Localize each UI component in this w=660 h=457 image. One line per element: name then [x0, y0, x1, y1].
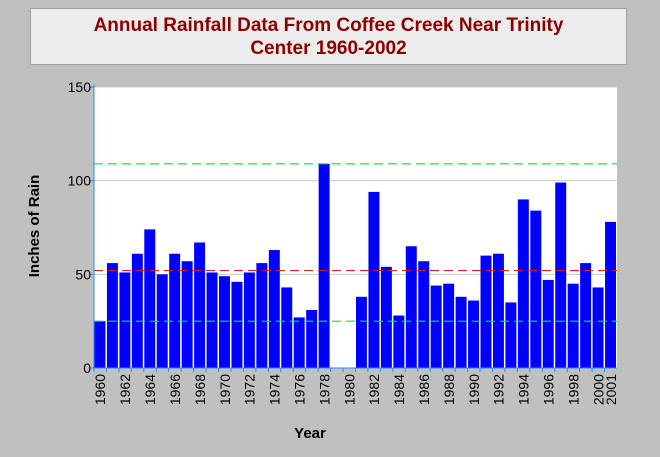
y-tick-label: 150 — [68, 79, 92, 95]
x-tick-label: 1968 — [192, 374, 208, 405]
bar-1992 — [492, 253, 504, 368]
bar-1962 — [119, 272, 131, 368]
bar-1976 — [293, 317, 305, 368]
bar-1967 — [181, 261, 193, 368]
reference-lines — [94, 163, 617, 322]
bar-1986 — [418, 261, 430, 368]
bar-1994 — [517, 199, 529, 368]
x-tick-label: 1994 — [516, 374, 532, 405]
bar-1972 — [243, 272, 255, 368]
bar-1966 — [169, 253, 181, 368]
bar-1998 — [567, 283, 579, 368]
bar-1963 — [131, 253, 143, 368]
bar-1988 — [443, 283, 455, 368]
y-tick-labels: 0 50 100 150 — [68, 79, 92, 376]
chart-title-box: Annual Rainfall Data From Coffee Creek N… — [30, 8, 627, 65]
grid-lines — [94, 86, 617, 275]
x-tick-label: 1996 — [541, 374, 557, 405]
bar-1997 — [555, 182, 567, 368]
x-tick-label: 1978 — [316, 374, 332, 405]
bar-1978 — [318, 163, 330, 368]
bar-2000 — [592, 287, 604, 368]
bar-1995 — [530, 210, 542, 368]
x-tick-label: 1984 — [391, 374, 407, 405]
bar-1965 — [156, 274, 168, 368]
x-tick-label: 1992 — [491, 374, 507, 405]
bar-1970 — [219, 276, 230, 368]
bar-1975 — [281, 287, 293, 368]
bar-1974 — [268, 249, 280, 368]
bar-1991 — [480, 255, 492, 368]
x-tick-label: 1962 — [117, 374, 133, 405]
x-tick-label: 1986 — [416, 374, 432, 405]
x-tick-label: 1982 — [366, 374, 382, 405]
x-tick-label: 1988 — [441, 374, 457, 405]
bar-1989 — [455, 296, 467, 368]
y-tick-label: 100 — [68, 173, 92, 189]
x-tick-labels: 1960 1962 1964 1966 1968 1970 1972 1974 1976 1978… — [92, 374, 619, 405]
x-tick-label: 1974 — [267, 374, 283, 405]
y-tick-label: 50 — [75, 266, 91, 282]
x-tick-label: 1980 — [341, 374, 357, 405]
bar-1968 — [194, 242, 206, 368]
bar-2001 — [605, 221, 616, 368]
bar-1984 — [393, 315, 405, 368]
bar-1971 — [231, 281, 243, 368]
bars-group — [94, 163, 616, 368]
x-tick-label: 1964 — [142, 374, 158, 405]
bar-1961 — [106, 263, 118, 368]
bar-1990 — [468, 300, 480, 368]
x-axis-title: Year — [294, 425, 326, 442]
x-tick-label: 2000 — [590, 374, 606, 405]
axes — [90, 85, 617, 372]
y-tick-label: 0 — [83, 360, 91, 376]
bar-1982 — [368, 191, 380, 368]
bar-1969 — [206, 272, 218, 368]
bar-1993 — [505, 302, 517, 368]
bar-1983 — [380, 266, 392, 368]
bar-1996 — [542, 279, 554, 368]
y-axis-title: Inches of Rain — [26, 175, 43, 278]
x-tick-label: 2001 — [603, 374, 619, 405]
x-tick-label: 1970 — [217, 374, 233, 405]
chart-title-line-1: Annual Rainfall Data From Coffee Creek N… — [93, 14, 564, 36]
bar-1981 — [356, 296, 367, 368]
x-tick-label: 1966 — [167, 374, 183, 405]
bar-1999 — [580, 263, 592, 368]
x-tick-label: 1972 — [242, 374, 258, 405]
bar-1960 — [94, 321, 106, 368]
x-tick-label: 1960 — [92, 374, 108, 405]
bar-1987 — [430, 285, 442, 368]
bar-1964 — [144, 229, 156, 368]
chart-title-line-2: Center 1960-2002 — [250, 37, 407, 59]
bar-1973 — [256, 263, 268, 368]
x-tick-label: 1998 — [565, 374, 581, 405]
bar-1985 — [405, 246, 417, 368]
x-tick-label: 1990 — [466, 374, 482, 405]
x-tick-label: 1976 — [291, 374, 307, 405]
bar-1977 — [306, 309, 318, 368]
